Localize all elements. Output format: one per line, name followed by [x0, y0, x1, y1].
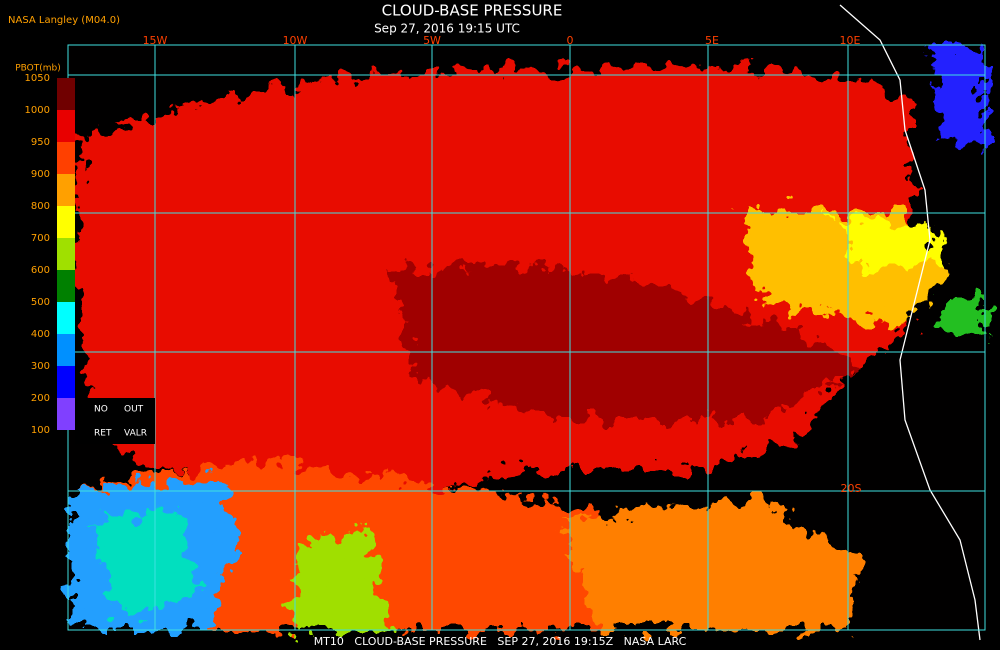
legend-title: PBOT(mb): [15, 64, 61, 74]
title: CLOUD-BASE PRESSURE: [382, 2, 563, 20]
coastline: [839, 4, 981, 641]
legend-tick-label: 600: [31, 265, 50, 276]
legend-tick-label: 1000: [25, 105, 50, 116]
legend-swatch: [57, 142, 75, 174]
legend: 1050 1000 950 900 800 700 600 500 400 300 200 100: [25, 73, 75, 436]
footer: MT10 CLOUD-BASE PRESSURE SEP 27, 2016 19…: [314, 635, 687, 648]
lon-label: 5W: [423, 34, 441, 47]
lon-label: 15W: [143, 34, 168, 47]
source-label: NASA Langley (M04.0): [8, 15, 120, 26]
graticule: [68, 45, 985, 630]
lon-labels: 15W 10W 5W 0 5E 10E: [143, 34, 861, 47]
legend-tick-label: 900: [31, 169, 50, 180]
legend-tick-label: 300: [31, 361, 50, 372]
legend-tick-label: 1050: [25, 73, 50, 84]
legend-swatch: [57, 366, 75, 398]
lon-label: 5E: [705, 34, 719, 47]
legend-tick-label: 500: [31, 297, 50, 308]
legend-swatch: [57, 238, 75, 270]
legend-swatch: [57, 334, 75, 366]
legend-note: VALR: [124, 429, 147, 439]
legend-swatch: [57, 174, 75, 206]
lat-label: 20S: [841, 482, 862, 495]
legend-note: OUT: [124, 405, 144, 415]
legend-swatch: [57, 206, 75, 238]
subtitle: Sep 27, 2016 19:15 UTC: [374, 22, 520, 36]
legend-note: RET: [94, 429, 112, 439]
legend-tick-label: 700: [31, 233, 50, 244]
legend-note-box: [75, 398, 155, 444]
legend-swatch: [57, 398, 75, 430]
legend-swatch: [57, 270, 75, 302]
cloud-imagery: [70, 45, 985, 630]
legend-tick-label: 200: [31, 393, 50, 404]
legend-tick-label: 950: [31, 137, 50, 148]
lon-label: 10E: [840, 34, 861, 47]
legend-swatch: [57, 110, 75, 142]
legend-tick-label: 400: [31, 329, 50, 340]
legend-swatch: [57, 78, 75, 110]
legend-tick-label: 800: [31, 201, 50, 212]
legend-note: NO: [94, 405, 108, 415]
legend-swatch: [57, 302, 75, 334]
legend-notes: NO OUT RET VALR: [94, 405, 147, 439]
legend-tick-label: 100: [31, 425, 50, 436]
lon-label: 0: [567, 34, 574, 47]
texture: [68, 45, 985, 630]
lon-label: 10W: [283, 34, 308, 47]
